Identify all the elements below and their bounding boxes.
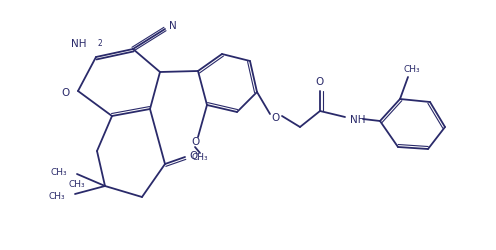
Text: NH: NH [70, 39, 86, 49]
Text: 2: 2 [98, 39, 103, 48]
Text: CH₃: CH₃ [404, 65, 420, 74]
Text: O: O [191, 136, 199, 146]
Text: CH₃: CH₃ [191, 153, 208, 162]
Text: CH₃: CH₃ [68, 180, 85, 189]
Text: O: O [316, 77, 324, 87]
Text: O: O [271, 112, 279, 122]
Text: O: O [189, 150, 197, 160]
Text: NH: NH [350, 114, 366, 124]
Text: N: N [169, 21, 177, 31]
Text: O: O [62, 88, 70, 98]
Text: CH₃: CH₃ [49, 192, 65, 201]
Text: CH₃: CH₃ [51, 168, 67, 177]
